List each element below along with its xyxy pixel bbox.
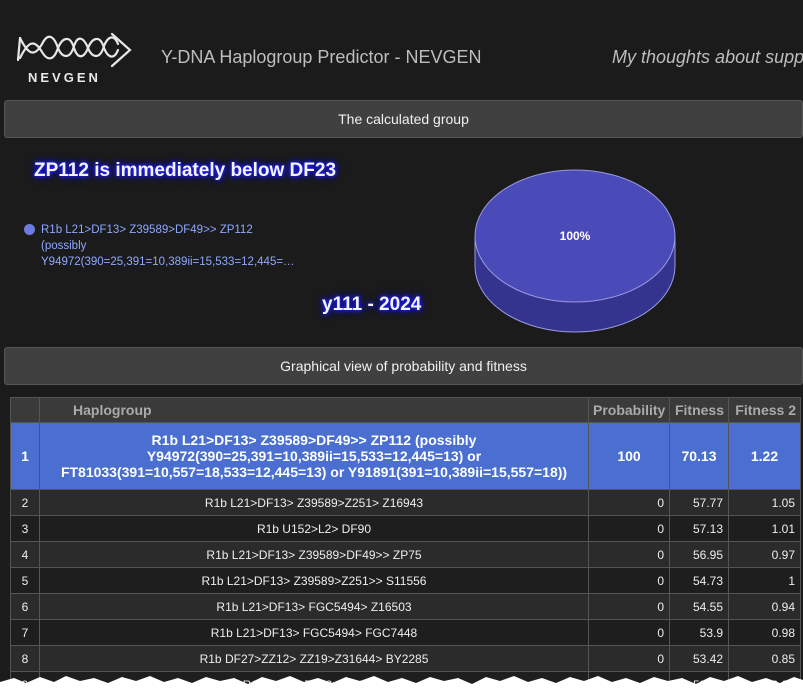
table-row[interactable]: 3 R1b U152>L2> DF90 0 57.13 1.01 <box>10 515 801 542</box>
cell-haplogroup: R1b L21>DF13> FGC5494> FGC7448 <box>39 619 589 646</box>
cell-index: 6 <box>10 593 40 620</box>
cell-fitness: 70.13 <box>669 422 729 490</box>
cell-haplogroup: R1b U152>L2> DF90 <box>39 515 589 542</box>
cell-fitness: 53.42 <box>669 645 729 672</box>
pie-legend: R1b L21>DF13> Z39589>DF49>> ZP112 (possi… <box>24 222 314 270</box>
cell-fitness: 57.77 <box>669 489 729 516</box>
cell-index: 3 <box>10 515 40 542</box>
header-bar: NEVGEN Y-DNA Haplogroup Predictor - NEVG… <box>0 0 803 96</box>
pie-slice[interactable] <box>474 169 676 303</box>
cell-fitness2: 1.05 <box>728 489 801 516</box>
cell-fitness2: 0.98 <box>728 619 801 646</box>
legend-dot-icon <box>24 224 35 235</box>
results-table-container: Haplogroup Probability Fitness Fitness 2… <box>10 397 801 698</box>
legend-entry[interactable]: R1b L21>DF13> Z39589>DF49>> ZP112 (possi… <box>41 222 314 270</box>
calculated-group-header: The calculated group <box>4 100 803 138</box>
cell-index: 2 <box>10 489 40 516</box>
graphical-view-header: Graphical view of probability and fitnes… <box>4 347 803 385</box>
table-row[interactable]: 7 R1b L21>DF13> FGC5494> FGC7448 0 53.9 … <box>10 619 801 646</box>
cell-haplogroup: R1b L21>DF13> Z39589>DF49>> ZP112 (possi… <box>39 422 589 490</box>
pie-slice-label: 100% <box>560 229 591 243</box>
torn-edge-decoration <box>0 676 803 700</box>
cell-probability: 0 <box>588 541 670 568</box>
cell-index: 7 <box>10 619 40 646</box>
col-header-fitness2[interactable]: Fitness 2 <box>728 397 801 423</box>
cell-probability: 0 <box>588 515 670 542</box>
legend-line: (possibly <box>41 240 87 252</box>
cell-index: 1 <box>10 422 40 490</box>
table-row-selected[interactable]: 1 R1b L21>DF13> Z39589>DF49>> ZP112 (pos… <box>10 422 801 490</box>
legend-line: Y94972(390=25,391=10,389ii=15,533=12,445… <box>41 256 295 268</box>
cell-fitness: 57.13 <box>669 515 729 542</box>
cell-fitness2: 1.22 <box>728 422 801 490</box>
cell-probability: 0 <box>588 593 670 620</box>
cell-probability: 100 <box>588 422 670 490</box>
haplogroup-line: R1b L21>DF13> Z39589>DF49>> ZP112 (possi… <box>151 432 477 448</box>
cell-fitness: 54.73 <box>669 567 729 594</box>
cell-fitness2: 0.94 <box>728 593 801 620</box>
haplogroup-line: Y94972(390=25,391=10,389ii=15,533=12,445… <box>146 448 482 464</box>
col-header-fitness[interactable]: Fitness <box>669 397 729 423</box>
nevgen-logo-icon[interactable]: NEVGEN <box>14 30 138 86</box>
table-header-row: Haplogroup Probability Fitness Fitness 2 <box>10 397 801 423</box>
cell-haplogroup: R1b DF27>ZZ12> ZZ19>Z31644> BY2285 <box>39 645 589 672</box>
cell-fitness2: 1.01 <box>728 515 801 542</box>
cell-fitness: 53.9 <box>669 619 729 646</box>
thoughts-link[interactable]: My thoughts about supp <box>612 47 803 67</box>
legend-line: R1b L21>DF13> Z39589>DF49>> ZP112 <box>41 224 253 236</box>
table-row[interactable]: 2 R1b L21>DF13> Z39589>Z251> Z16943 0 57… <box>10 489 801 516</box>
cell-fitness2: 0.97 <box>728 541 801 568</box>
result-heading: ZP112 is immediately below DF23 <box>34 160 337 181</box>
cell-probability: 0 <box>588 619 670 646</box>
col-header-probability[interactable]: Probability <box>588 397 670 423</box>
cell-haplogroup: R1b L21>DF13> Z39589>Z251> Z16943 <box>39 489 589 516</box>
cell-fitness2: 0.85 <box>728 645 801 672</box>
col-header-haplogroup[interactable]: Haplogroup <box>39 397 589 423</box>
cell-probability: 0 <box>588 489 670 516</box>
cell-index: 4 <box>10 541 40 568</box>
table-row[interactable]: 5 R1b L21>DF13> Z39589>Z251>> S11556 0 5… <box>10 567 801 594</box>
cell-probability: 0 <box>588 567 670 594</box>
cell-fitness: 54.55 <box>669 593 729 620</box>
probability-pie-chart: 100% <box>474 169 676 333</box>
cell-fitness2: 1 <box>728 567 801 594</box>
cell-haplogroup: R1b L21>DF13> Z39589>DF49>> ZP75 <box>39 541 589 568</box>
cell-fitness: 56.95 <box>669 541 729 568</box>
app-title: Y-DNA Haplogroup Predictor - NEVGEN <box>161 47 482 67</box>
logo-text: NEVGEN <box>28 70 101 85</box>
cell-index: 8 <box>10 645 40 672</box>
haplogroup-line: FT81033(391=10,557=18,533=12,445=13) or … <box>60 464 568 480</box>
cell-haplogroup: R1b L21>DF13> Z39589>Z251>> S11556 <box>39 567 589 594</box>
cell-haplogroup: R1b L21>DF13> FGC5494> Z16503 <box>39 593 589 620</box>
cell-index: 5 <box>10 567 40 594</box>
results-table: Haplogroup Probability Fitness Fitness 2… <box>10 397 801 698</box>
table-row[interactable]: 4 R1b L21>DF13> Z39589>DF49>> ZP75 0 56.… <box>10 541 801 568</box>
year-label: y111 - 2024 <box>322 294 422 315</box>
table-row[interactable]: 6 R1b L21>DF13> FGC5494> Z16503 0 54.55 … <box>10 593 801 620</box>
col-header-index[interactable] <box>10 397 40 423</box>
table-row[interactable]: 8 R1b DF27>ZZ12> ZZ19>Z31644> BY2285 0 5… <box>10 645 801 672</box>
